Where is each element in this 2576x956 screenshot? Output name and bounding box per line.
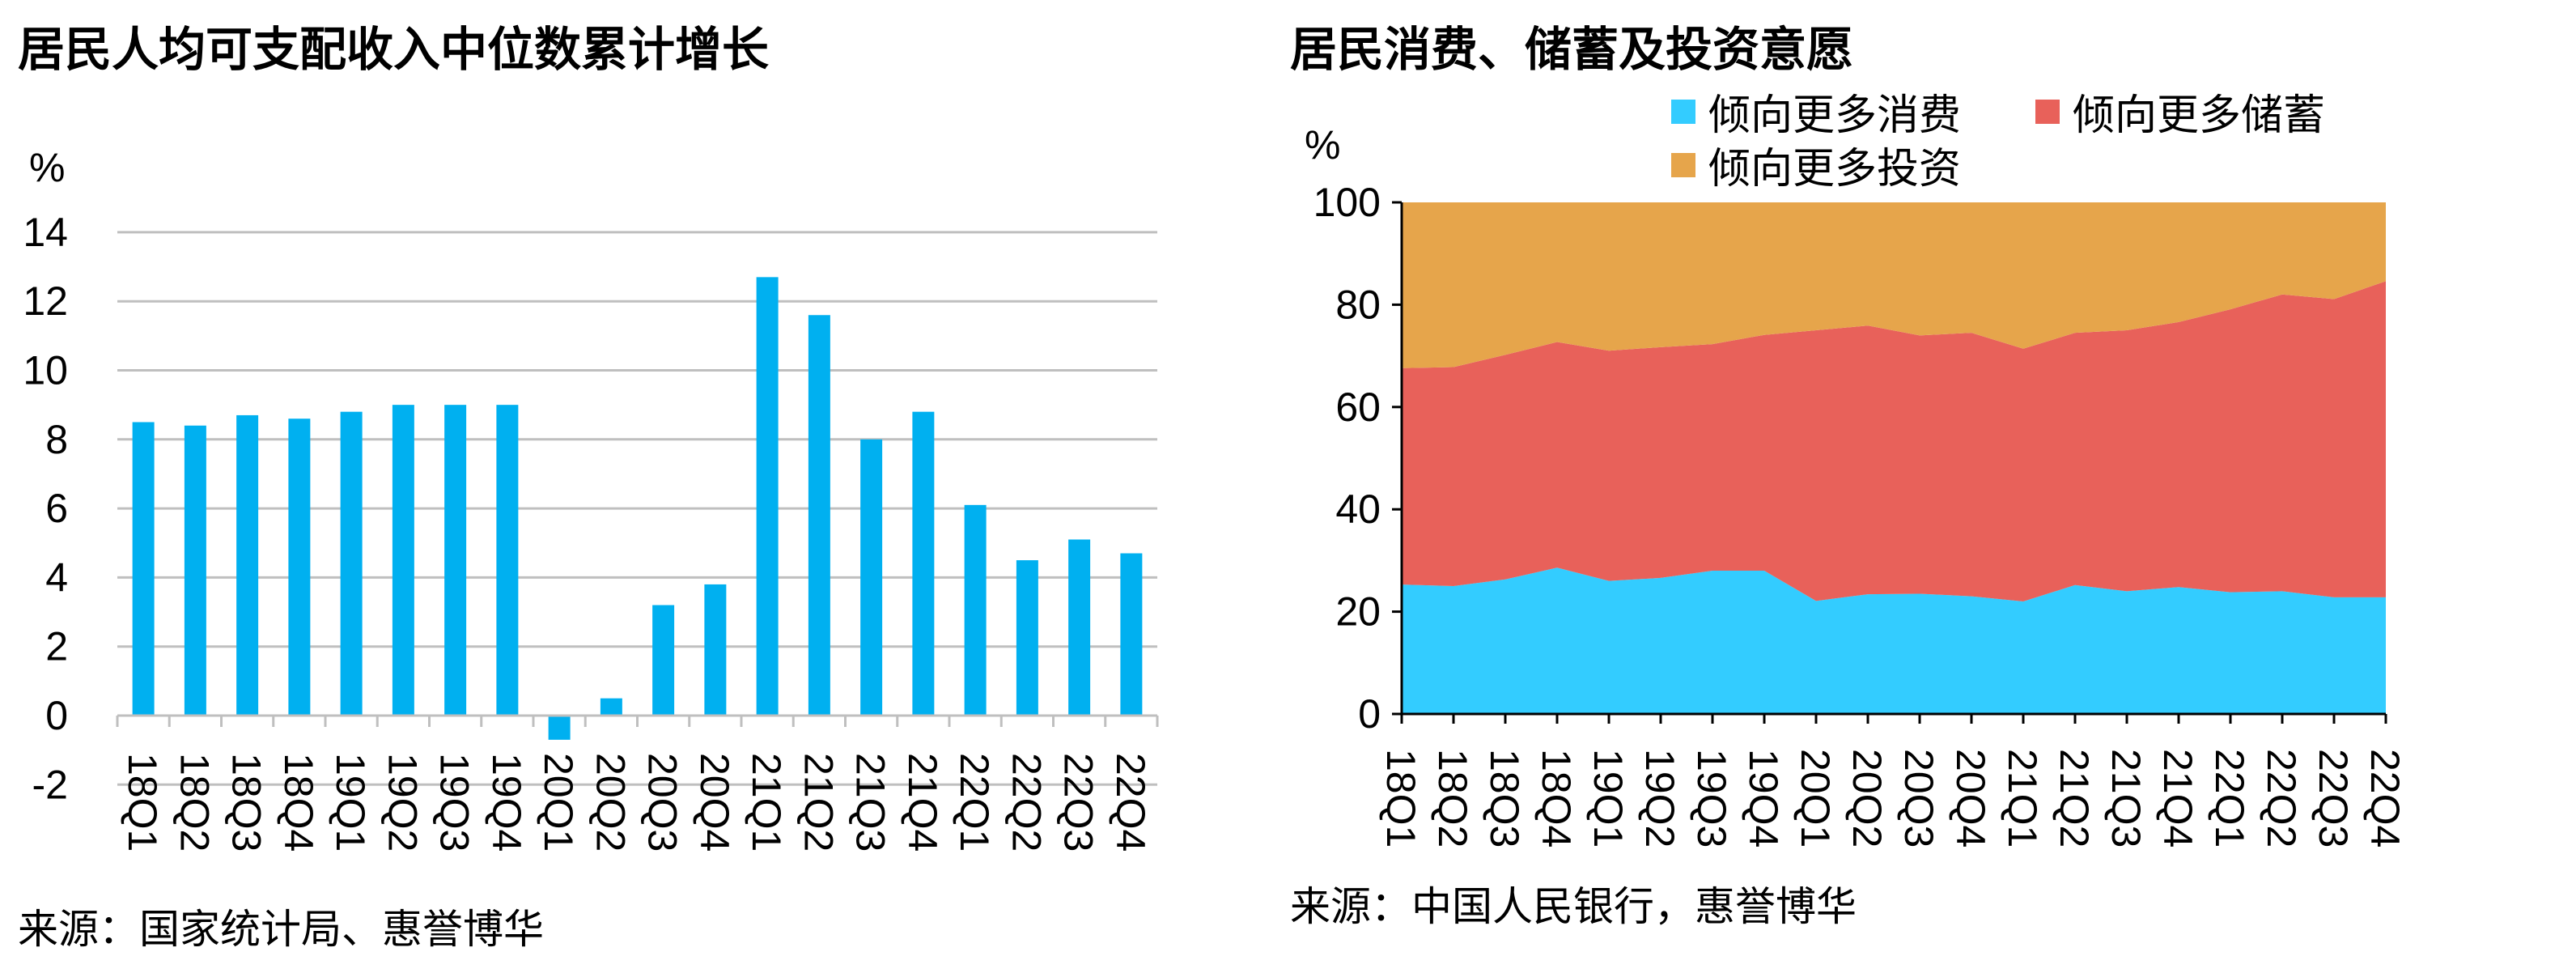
x-tick-label: 22Q4 xyxy=(1108,753,1153,852)
x-tick-label: 21Q1 xyxy=(744,753,789,852)
y-tick-label: 80 xyxy=(1335,282,1381,327)
x-tick-label: 21Q3 xyxy=(2103,749,2149,848)
legend-item-consume: 倾向更多消费 xyxy=(1671,81,1961,142)
bar xyxy=(808,315,830,716)
bar xyxy=(288,419,311,716)
x-tick-label: 19Q4 xyxy=(1741,749,1786,848)
x-tick-label: 20Q1 xyxy=(1793,749,1838,848)
y-tick-label: 6 xyxy=(45,486,68,531)
x-tick-label: 18Q2 xyxy=(172,753,217,852)
x-tick-label: 22Q4 xyxy=(2362,749,2408,848)
y-tick-label: -2 xyxy=(32,762,68,807)
y-tick-label: 14 xyxy=(23,210,68,255)
bar xyxy=(1016,560,1038,716)
x-tick-label: 19Q1 xyxy=(328,753,373,852)
x-tick-label: 19Q3 xyxy=(1689,749,1734,848)
bar xyxy=(704,584,727,716)
y-tick-label: 2 xyxy=(45,624,68,669)
y-tick-label: 4 xyxy=(45,554,68,600)
x-tick-label: 20Q4 xyxy=(692,753,737,852)
y-tick-label: 10 xyxy=(23,348,68,393)
x-tick-label: 21Q1 xyxy=(2000,749,2045,848)
bar xyxy=(1120,553,1143,716)
legend-swatch-invest xyxy=(1671,152,1695,177)
x-tick-label: 20Q3 xyxy=(640,753,685,852)
x-tick-label: 19Q3 xyxy=(432,753,477,852)
right-chart-title: 居民消费、储蓄及投资意愿 xyxy=(1290,22,1854,77)
bar xyxy=(912,411,935,716)
left-source-note: 来源：国家统计局、惠誉博华 xyxy=(18,906,544,953)
x-tick-label: 18Q4 xyxy=(276,753,321,852)
propensity-panel: 居民消费、储蓄及投资意愿 倾向更多消费 倾向更多储蓄 倾向更多投资 % 0 20 4… xyxy=(1263,0,2576,956)
x-tick-label: 20Q1 xyxy=(536,753,581,852)
y-tick-label: 60 xyxy=(1335,385,1381,430)
bar xyxy=(340,411,363,716)
legend-label-invest: 倾向更多投资 xyxy=(1708,145,1962,193)
x-tick-label: 18Q1 xyxy=(1378,749,1424,848)
x-tick-label: 21Q2 xyxy=(2052,749,2097,848)
x-tick-label: 21Q4 xyxy=(2155,749,2200,848)
y-tick-label: 8 xyxy=(45,417,68,462)
bar xyxy=(236,414,259,716)
x-tick-label: 21Q2 xyxy=(796,753,841,852)
x-tick-label: 22Q3 xyxy=(1056,753,1101,852)
bar xyxy=(600,698,622,716)
x-tick-label: 18Q3 xyxy=(1482,749,1527,848)
x-tick-label: 18Q4 xyxy=(1534,749,1579,848)
y-tick-label: 0 xyxy=(45,693,68,738)
legend-label-consume: 倾向更多消费 xyxy=(1708,91,1962,140)
left-y-unit: % xyxy=(29,145,66,190)
right-y-unit: % xyxy=(1305,122,1341,168)
legend-swatch-consume xyxy=(1671,99,1695,124)
x-tick-label: 22Q3 xyxy=(2311,749,2356,848)
y-tick-label: 0 xyxy=(1358,691,1381,737)
y-tick-label: 12 xyxy=(23,278,68,324)
legend-item-invest: 倾向更多投资 xyxy=(1671,134,1961,195)
x-tick-label: 22Q2 xyxy=(1004,753,1049,852)
bar xyxy=(964,504,987,716)
legend-swatch-save xyxy=(2035,99,2060,124)
bar xyxy=(652,605,675,716)
y-tick-label: 40 xyxy=(1335,486,1381,532)
x-tick-label: 22Q1 xyxy=(952,753,997,852)
bar xyxy=(496,405,519,716)
x-tick-label: 22Q1 xyxy=(2207,749,2252,848)
x-tick-label: 21Q3 xyxy=(848,753,893,852)
propensity-area-chart: 0 20 40 60 80 100 18Q1 18Q2 18Q3 18Q4 19Q1 19Q2 19Q3… xyxy=(1313,180,2408,848)
area-consume xyxy=(1402,567,2386,714)
bar xyxy=(548,716,571,740)
bar xyxy=(756,277,779,716)
x-tick-label: 20Q3 xyxy=(1896,749,1942,848)
x-tick-label: 19Q4 xyxy=(484,753,529,852)
left-chart-title: 居民人均可支配收入中位数累计增长 xyxy=(18,22,770,77)
x-tick-label: 18Q1 xyxy=(120,753,165,852)
x-tick-label: 22Q2 xyxy=(2259,749,2304,848)
x-tick-label: 19Q2 xyxy=(380,753,425,852)
y-tick-label: 100 xyxy=(1313,180,1381,225)
legend-label-save: 倾向更多储蓄 xyxy=(2073,91,2326,140)
x-tick-label: 19Q2 xyxy=(1637,749,1683,848)
right-source-note: 来源：中国人民银行，惠誉博华 xyxy=(1290,883,1857,930)
bar xyxy=(444,405,467,716)
x-tick-label: 20Q2 xyxy=(588,753,633,852)
bar xyxy=(132,422,155,716)
bar xyxy=(392,405,414,716)
legend-item-save: 倾向更多储蓄 xyxy=(2035,81,2325,142)
x-tick-label: 19Q1 xyxy=(1585,749,1631,848)
y-tick-label: 20 xyxy=(1335,589,1381,635)
x-tick-label: 18Q2 xyxy=(1430,749,1475,848)
area-save xyxy=(1402,281,2386,601)
x-tick-label: 18Q3 xyxy=(224,753,269,852)
x-tick-label: 20Q4 xyxy=(1948,749,1993,848)
x-tick-label: 20Q2 xyxy=(1844,749,1890,848)
income-growth-panel: 居民人均可支配收入中位数累计增长 % -2 0 2 4 6 8 10 12 14 18Q1 18Q2… xyxy=(0,0,1263,956)
bar xyxy=(1068,539,1091,716)
x-tick-label: 21Q4 xyxy=(900,753,945,852)
bar xyxy=(184,425,206,716)
bar xyxy=(860,439,883,716)
area-invest xyxy=(1402,202,2386,368)
